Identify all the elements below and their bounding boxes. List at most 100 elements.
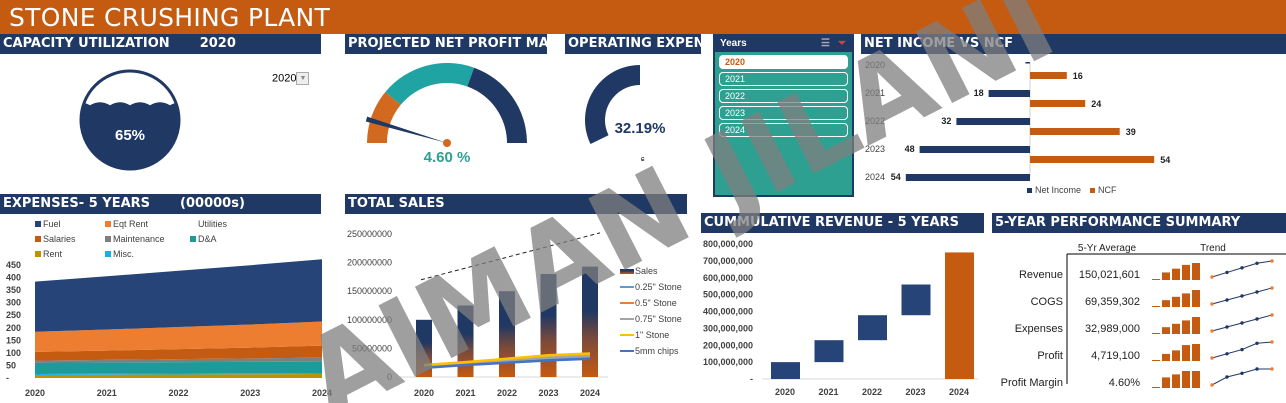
net-income-bar xyxy=(919,146,1030,153)
legend-item: D&A xyxy=(198,234,217,244)
sales-bar xyxy=(540,274,557,377)
sparkbar xyxy=(1172,323,1180,334)
area-eqt-rent xyxy=(35,321,322,352)
summary-row-value: 4,719,100 xyxy=(1091,350,1140,362)
slicer-item-2020[interactable]: 2020 xyxy=(719,55,848,69)
legend-item: Misc. xyxy=(113,249,134,259)
y-tick-label: 200,000,000 xyxy=(703,340,753,350)
area-maintenance xyxy=(35,357,322,363)
ncf-label: 24 xyxy=(1091,99,1101,109)
multi-select-icon[interactable]: ☰ xyxy=(821,38,830,49)
total-sales-header: TOTAL SALES xyxy=(345,194,687,214)
y-tick-label: - xyxy=(750,374,753,384)
legend-item: Salaries xyxy=(43,234,76,244)
slicer-item-2022[interactable]: 2022 xyxy=(719,89,848,103)
sparkline-point xyxy=(1270,286,1274,290)
legend-swatch xyxy=(35,221,41,227)
sparkbar xyxy=(1172,374,1180,388)
slicer-item-2024[interactable]: 2024 xyxy=(719,123,848,137)
slicer-item-2023[interactable]: 2023 xyxy=(719,106,848,120)
legend-item: Fuel xyxy=(43,219,61,229)
col-header-average: 5-Yr Average xyxy=(1078,243,1137,254)
area-d-a xyxy=(35,361,322,374)
y-tick-label: 150 xyxy=(6,335,21,345)
x-tick-label: 2023 xyxy=(538,388,558,398)
sparkline-point xyxy=(1210,329,1214,333)
trendline xyxy=(420,232,601,281)
legend-ncf: NCF xyxy=(1098,185,1117,195)
sparkbar xyxy=(1152,306,1160,307)
sparkline-point xyxy=(1255,317,1259,321)
ncf-bar xyxy=(1030,128,1120,135)
clear-filter-icon[interactable]: ⏷ xyxy=(838,38,846,49)
legend-item: Rent xyxy=(43,249,63,259)
sparkbar xyxy=(1152,387,1160,388)
col-header-trend: Trend xyxy=(1200,243,1226,254)
y-tick-label: 300 xyxy=(6,298,21,308)
sales-bar xyxy=(416,319,432,377)
sparkline-point xyxy=(1255,290,1259,294)
sparkbar xyxy=(1162,300,1170,307)
net-income-label: 54 xyxy=(891,172,901,182)
stray-mark: ɕ xyxy=(641,156,645,163)
net-income-bar xyxy=(988,90,1030,97)
sparkline-point xyxy=(1225,325,1229,329)
net-income-label: 48 xyxy=(905,144,915,154)
slicer-item-2021[interactable]: 2021 xyxy=(719,72,848,86)
y-tick-label: 100000000 xyxy=(347,315,392,325)
waterfall-bar xyxy=(901,284,931,316)
y-tick-label: 100,000,000 xyxy=(703,357,753,367)
y-tick-label: 700,000,000 xyxy=(703,256,753,266)
y-tick-label: 400 xyxy=(6,273,21,283)
summary-row-label: Expenses xyxy=(1015,323,1064,335)
net-income-header: NET INCOME VS NCF xyxy=(861,34,1286,54)
waterfall-bar xyxy=(814,340,844,363)
gauge-segment-low xyxy=(367,92,401,143)
sparkline-point xyxy=(1240,321,1244,325)
legend-item: Maintenance xyxy=(113,234,165,244)
sparkbar xyxy=(1162,272,1170,280)
summary-row-value: 32,989,000 xyxy=(1085,323,1140,335)
ncf-bar xyxy=(1030,156,1155,163)
sparkbar xyxy=(1172,350,1180,361)
profit-margin-value: 4.60 % xyxy=(424,149,471,166)
summary-row-value: 150,021,601 xyxy=(1079,269,1140,281)
legend-item: 1" Stone xyxy=(635,330,669,340)
sparkline-point xyxy=(1240,294,1244,298)
sparkbar xyxy=(1192,344,1200,361)
ncf-bar xyxy=(1030,72,1067,79)
x-tick-label: 2021 xyxy=(97,388,117,398)
sparkline-point xyxy=(1225,298,1229,302)
y-tick-label: 200 xyxy=(6,323,21,333)
sparkbar xyxy=(1182,345,1190,361)
line-1-stone xyxy=(423,352,591,367)
expenses-area-chart: - 50 100 150 200 250 300 350 400 450 2020 2021 2022 2… xyxy=(6,219,332,398)
year-dropdown-value: 2020 xyxy=(272,72,297,85)
y-tick-label: 450 xyxy=(6,260,21,270)
legend-swatch xyxy=(35,251,41,257)
sparkbar xyxy=(1162,353,1170,361)
summary-row-label: Profit Margin xyxy=(1001,377,1063,389)
expenses-title: EXPENSES- 5 YEARS xyxy=(3,196,151,211)
x-tick-label: 2021 xyxy=(818,387,838,397)
total-sales-title: TOTAL SALES xyxy=(348,196,445,211)
capacity-gauge: 65% xyxy=(79,69,181,171)
capacity-header: CAPACITY UTILIZATION 2020 xyxy=(0,34,321,54)
profit-margin-title: PROJECTED NET PROFIT MARGIN xyxy=(348,36,547,51)
year-dropdown[interactable]: 2020 ▼ xyxy=(272,72,310,85)
sparkbar xyxy=(1152,333,1160,334)
slicer-header: Years ☰ ⏷ xyxy=(715,36,852,52)
area-rent xyxy=(35,373,322,378)
sparkbar xyxy=(1172,268,1180,280)
sparkline-point xyxy=(1225,352,1229,356)
sparkline-point xyxy=(1270,367,1274,371)
summary-table: 5-Yr Average Trend Revenue 150,021,601 COGS 6… xyxy=(1001,243,1286,389)
total-sales-chart: 0 50000000 100000000 150000000 200000000 2500… xyxy=(347,229,682,398)
sparkline-point xyxy=(1240,371,1244,375)
sparkbar xyxy=(1172,296,1180,307)
x-tick-label: 2022 xyxy=(862,387,882,397)
slicer-title: Years xyxy=(720,38,747,49)
y-tick-label: 50 xyxy=(6,360,16,370)
legend-item: 0.75" Stone xyxy=(635,314,682,324)
chevron-down-icon[interactable]: ▼ xyxy=(296,72,310,85)
